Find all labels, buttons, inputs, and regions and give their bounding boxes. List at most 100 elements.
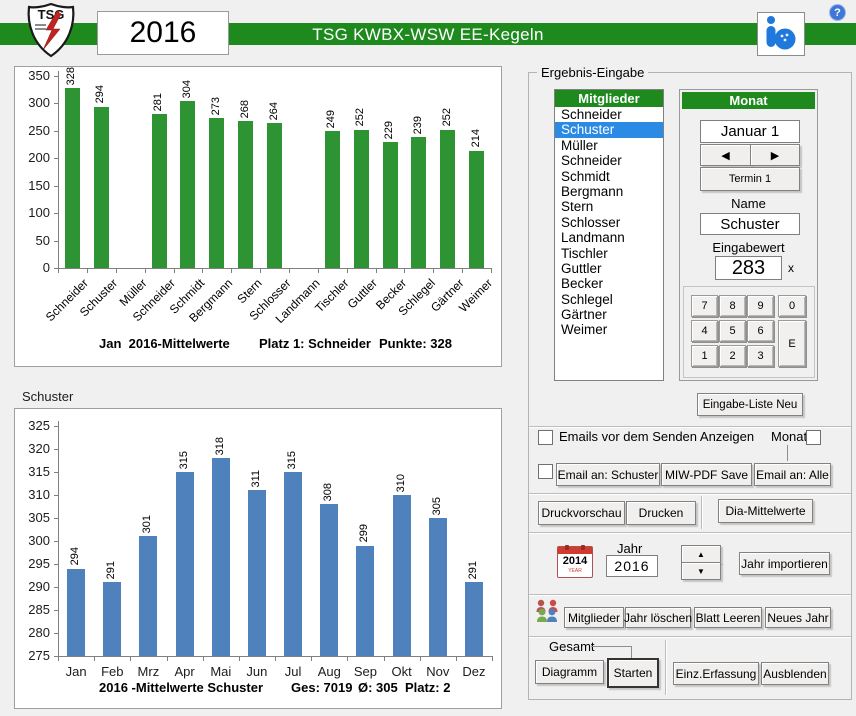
axis-tick (275, 656, 276, 661)
x-category-label: Sep (353, 664, 377, 679)
bar-Schlegel (411, 136, 427, 268)
email-row-checkbox[interactable] (538, 464, 553, 479)
member-item[interactable]: Landmann (561, 230, 625, 246)
x-category-label: Dez (462, 664, 486, 679)
keypad-key-9[interactable]: 9 (747, 295, 774, 317)
y-tick-label: 315 (28, 464, 50, 479)
member-item[interactable]: Schmidt (561, 168, 610, 184)
next-month-button[interactable]: ▶ (750, 144, 800, 166)
member-item[interactable]: Guttler (561, 260, 602, 276)
axis-tick (346, 268, 348, 273)
mitglieder-button[interactable]: Mitglieder (564, 607, 624, 628)
email-an-schuster-button[interactable]: Email an: Schuster (556, 463, 660, 486)
jahr-loeschen-button[interactable]: Jahr löschen (624, 607, 692, 628)
jahr-field[interactable]: 2016 (606, 555, 658, 577)
member-item[interactable]: Stern (561, 199, 594, 215)
bar-Stern (238, 121, 254, 268)
bar-Jul (284, 472, 303, 656)
emails-show-checkbox[interactable] (538, 430, 553, 445)
section-divider (529, 493, 851, 494)
keypad-key-8[interactable]: 8 (719, 295, 746, 317)
axis-tick (54, 213, 58, 215)
bar-Dez (464, 582, 483, 656)
neues-jahr-button[interactable]: Neues Jahr (765, 607, 831, 628)
keypad-key-3[interactable]: 3 (747, 345, 774, 367)
y-tick-label: 50 (35, 232, 50, 248)
section-divider (529, 532, 851, 533)
ausblenden-button[interactable]: Ausblenden (761, 662, 829, 685)
axis-tick (54, 495, 58, 496)
member-item[interactable]: Schuster (555, 122, 663, 138)
starten-button[interactable]: Starten (607, 658, 659, 688)
bar-value-label: 301 (141, 515, 154, 534)
keypad-key-1[interactable]: 1 (691, 345, 718, 367)
member-item[interactable]: Müller (561, 137, 598, 153)
y-tick-label: 300 (28, 95, 50, 111)
keypad-key-5[interactable]: 5 (719, 320, 746, 342)
axis-tick (54, 130, 58, 132)
member-listbox[interactable]: Mitglieder Schneider Schuster Müller Schnei… (554, 89, 664, 381)
keypad-enter-key[interactable]: E (778, 320, 806, 367)
prev-month-button[interactable]: ◀ (700, 144, 751, 166)
section-divider (529, 426, 851, 427)
chart-caption: Ø: 305 Platz: 2 (358, 680, 451, 695)
diagramm-button[interactable]: Diagramm (535, 660, 604, 684)
axis-tick (130, 656, 132, 661)
bar-Gärtner (440, 129, 456, 268)
keypad-key-7[interactable]: 7 (691, 295, 718, 317)
year-spin-up-button[interactable]: ▲ (681, 545, 721, 563)
member-item[interactable]: Schlosser (561, 214, 621, 230)
x-category-label: Mai (210, 664, 232, 679)
member-item[interactable]: Schneider (561, 153, 622, 169)
axis-tick (311, 656, 313, 661)
member-item[interactable]: Schlegel (561, 291, 613, 307)
year-spin-down-button[interactable]: ▼ (681, 562, 721, 580)
blatt-leeren-button[interactable]: Blatt Leeren (694, 607, 762, 628)
einz-erfassung-button[interactable]: Einz.Erfassung (673, 662, 759, 685)
calendar-peg (565, 545, 569, 550)
monat-checkbox[interactable] (806, 430, 821, 445)
y-tick-label: 305 (28, 510, 50, 525)
druckvorschau-button[interactable]: Druckvorschau (538, 501, 625, 525)
keypad-key-2[interactable]: 2 (719, 345, 746, 367)
bar-value-label: 304 (180, 79, 193, 99)
input-value-field[interactable]: 283 (715, 256, 782, 280)
bar-Okt (392, 495, 411, 656)
members-people-icon (536, 599, 558, 622)
member-item[interactable]: Schneider (561, 107, 622, 122)
email-an-alle-button[interactable]: Email an: Alle (754, 463, 831, 486)
axis-tick (238, 656, 240, 661)
bar-value-label: 281 (152, 92, 164, 111)
bar-value-label: 291 (466, 561, 479, 580)
bar-Aug (320, 504, 339, 656)
name-field[interactable]: Schuster (700, 213, 800, 235)
drucken-button[interactable]: Drucken (626, 501, 696, 525)
bar-Apr (175, 472, 194, 656)
section-divider (665, 640, 666, 695)
x-category-label: Nov (426, 664, 450, 679)
axis-tick (58, 268, 59, 273)
x-category-label: Feb (101, 664, 124, 679)
bar-Weimer (469, 150, 485, 268)
eingabe-liste-neu-button[interactable]: Eingabe-Liste Neu (697, 393, 803, 416)
bar-value-label: 264 (267, 101, 280, 121)
keypad-key-0[interactable]: 0 (778, 295, 806, 317)
jahr-importieren-button[interactable]: Jahr importieren (739, 552, 830, 575)
axis-tick (419, 656, 421, 661)
axis-tick (173, 268, 175, 273)
bar-Schneider (151, 113, 167, 268)
member-item[interactable]: Bergmann (561, 183, 624, 199)
miw-pdf-save-button[interactable]: MIW-PDF Save (661, 463, 752, 486)
member-item[interactable]: Becker (561, 276, 604, 292)
axis-tick (144, 268, 146, 273)
help-icon[interactable]: ? (829, 4, 846, 21)
member-item[interactable]: Gärtner (561, 307, 607, 323)
dia-mittelwerte-button[interactable]: Dia-Mittelwerte (718, 499, 813, 523)
keypad-key-6[interactable]: 6 (747, 320, 774, 342)
keypad-key-4[interactable]: 4 (691, 320, 718, 342)
member-item[interactable]: Tischler (561, 245, 608, 261)
termin-button[interactable]: Termin 1 (700, 167, 800, 191)
axis-tick (202, 268, 204, 273)
member-item[interactable]: Weimer (561, 322, 608, 338)
month-date-field[interactable]: Januar 1 (700, 120, 800, 143)
